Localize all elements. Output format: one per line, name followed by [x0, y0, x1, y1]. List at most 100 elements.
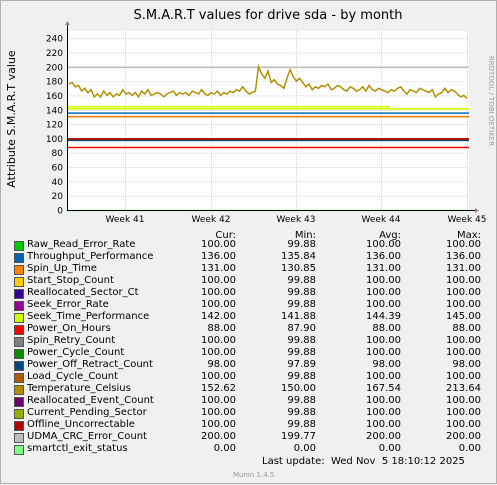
x-tick-label: Week 44: [362, 215, 401, 225]
legend-max-value: 200.00: [446, 431, 481, 442]
x-axis-arrow-icon: [475, 208, 479, 213]
y-tick-label: 240: [46, 35, 63, 45]
legend-swatch: [14, 277, 24, 287]
munin-version: Munin 1.4.5: [233, 471, 275, 479]
legend-series-name: Spin_Retry_Count: [27, 335, 116, 346]
y-tick-label: 140: [46, 106, 63, 116]
y-tick-label: 80: [52, 149, 64, 159]
legend-min-value: 99.88: [287, 419, 316, 430]
x-tick-label: Week 42: [192, 215, 231, 225]
legend-avg-value: 200.00: [366, 431, 401, 442]
legend-row: Power_On_Hours 88.00 87.90 88.00 88.00: [1, 323, 497, 335]
legend-series-name: Seek_Time_Performance: [27, 311, 150, 322]
legend-cur-value: 88.00: [207, 323, 236, 334]
legend-row: Reallocated_Event_Count 100.00 99.88 100.00…: [1, 395, 497, 407]
last-update: Last update: Wed Nov 5 18:10:12 2025: [262, 456, 465, 467]
legend-series-name: UDMA_CRC_Error_Count: [27, 431, 147, 442]
legend-swatch: [14, 265, 24, 275]
legend-avg-value: 0.00: [378, 443, 401, 454]
y-tick-label: 120: [46, 121, 63, 131]
legend-swatch: [14, 289, 24, 299]
legend-row: Start_Stop_Count 100.00 99.88 100.00 100.00: [1, 275, 497, 287]
legend-max-value: 145.00: [446, 311, 481, 322]
y-axis-label: Attribute S.M.A.R.T value: [5, 50, 18, 188]
legend-min-value: 135.84: [281, 251, 316, 262]
legend-min-value: 87.90: [287, 323, 316, 334]
legend-swatch: [14, 373, 24, 383]
legend-row: Seek_Time_Performance 142.00 141.88 144.39 1…: [1, 311, 497, 323]
legend-min-value: 99.88: [287, 395, 316, 406]
legend-min-value: 99.88: [287, 275, 316, 286]
legend-cur-value: 152.62: [201, 383, 236, 394]
legend-avg-value: 100.00: [366, 395, 401, 406]
legend-avg-value: 100.00: [366, 287, 401, 298]
legend-max-value: 100.00: [446, 419, 481, 430]
legend-cur-value: 100.00: [201, 347, 236, 358]
legend-swatch: [14, 361, 24, 371]
legend-avg-value: 100.00: [366, 335, 401, 346]
legend-avg-value: 98.00: [372, 359, 401, 370]
legend-row: Power_Off_Retract_Count 98.00 97.89 98.00 98…: [1, 359, 497, 371]
legend-avg-value: 88.00: [372, 323, 401, 334]
legend-cur-value: 100.00: [201, 335, 236, 346]
legend-cur-value: 136.00: [201, 251, 236, 262]
legend-max-value: 100.00: [446, 239, 481, 250]
legend-avg-value: 131.00: [366, 263, 401, 274]
y-tick-label: 20: [52, 192, 64, 202]
legend-min-value: 0.00: [293, 443, 316, 454]
legend-series-name: Reallocated_Event_Count: [27, 395, 154, 406]
legend-cur-value: 100.00: [201, 371, 236, 382]
legend-series-name: Temperature_Celsius: [27, 383, 131, 394]
legend-avg-value: 167.54: [366, 383, 401, 394]
legend-max-value: 100.00: [446, 335, 481, 346]
legend-cur-value: 200.00: [201, 431, 236, 442]
legend-min-value: 99.88: [287, 335, 316, 346]
legend-swatch: [14, 313, 24, 323]
legend-cur-value: 98.00: [207, 359, 236, 370]
legend-header-max: Max:: [456, 230, 481, 241]
y-tick-label: 220: [46, 49, 63, 59]
legend-row: Load_Cycle_Count 100.00 99.88 100.00 100.00: [1, 371, 497, 383]
legend-avg-value: 100.00: [366, 239, 401, 250]
legend-row: Spin_Up_Time 131.00 130.85 131.00 131.00: [1, 263, 497, 275]
series-line-seek_time_performance-step: [67, 105, 469, 110]
legend-max-value: 100.00: [446, 299, 481, 310]
y-tick-label: 40: [52, 178, 64, 188]
legend-avg-value: 144.39: [366, 311, 401, 322]
legend-row: UDMA_CRC_Error_Count 200.00 199.77 200.00 20…: [1, 431, 497, 443]
legend-max-value: 0.00: [458, 443, 481, 454]
legend-cur-value: 100.00: [201, 395, 236, 406]
plot-area: [67, 31, 469, 210]
legend-series-name: Power_Cycle_Count: [27, 347, 125, 358]
y-tick-label: 160: [46, 92, 63, 102]
legend-min-value: 97.89: [287, 359, 316, 370]
legend-cur-value: 142.00: [201, 311, 236, 322]
legend-min-value: 130.85: [281, 263, 316, 274]
legend-avg-value: 100.00: [366, 299, 401, 310]
legend-row: smartctl_exit_status 0.00 0.00 0.00 0.00: [1, 443, 497, 455]
legend-swatch: [14, 385, 24, 395]
legend-header-cur: Cur:: [215, 230, 236, 241]
legend-swatch: [14, 325, 24, 335]
legend-avg-value: 100.00: [366, 407, 401, 418]
legend-cur-value: 100.00: [201, 299, 236, 310]
y-axis-arrow-icon: [65, 21, 70, 25]
y-tick-label: 180: [46, 78, 63, 88]
legend-row: Current_Pending_Sector 100.00 99.88 100.00 1…: [1, 407, 497, 419]
legend-cur-value: 100.00: [201, 419, 236, 430]
legend-series-name: smartctl_exit_status: [27, 443, 128, 454]
legend-max-value: 131.00: [446, 263, 481, 274]
legend-max-value: 100.00: [446, 395, 481, 406]
legend-row: Power_Cycle_Count 100.00 99.88 100.00 100.00: [1, 347, 497, 359]
legend-avg-value: 100.00: [366, 419, 401, 430]
legend-row: Offline_Uncorrectable 100.00 99.88 100.00 10…: [1, 419, 497, 431]
chart-title: S.M.A.R.T values for drive sda - by mont…: [134, 8, 403, 23]
legend-min-value: 99.88: [287, 347, 316, 358]
y-tick-label: 60: [52, 164, 64, 174]
legend-series-name: Raw_Read_Error_Rate: [27, 239, 136, 250]
legend-cur-value: 100.00: [201, 239, 236, 250]
legend-swatch: [14, 241, 24, 251]
legend-row: Seek_Error_Rate 100.00 99.88 100.00 100.00: [1, 299, 497, 311]
x-tick-label: Week 41: [106, 215, 145, 225]
